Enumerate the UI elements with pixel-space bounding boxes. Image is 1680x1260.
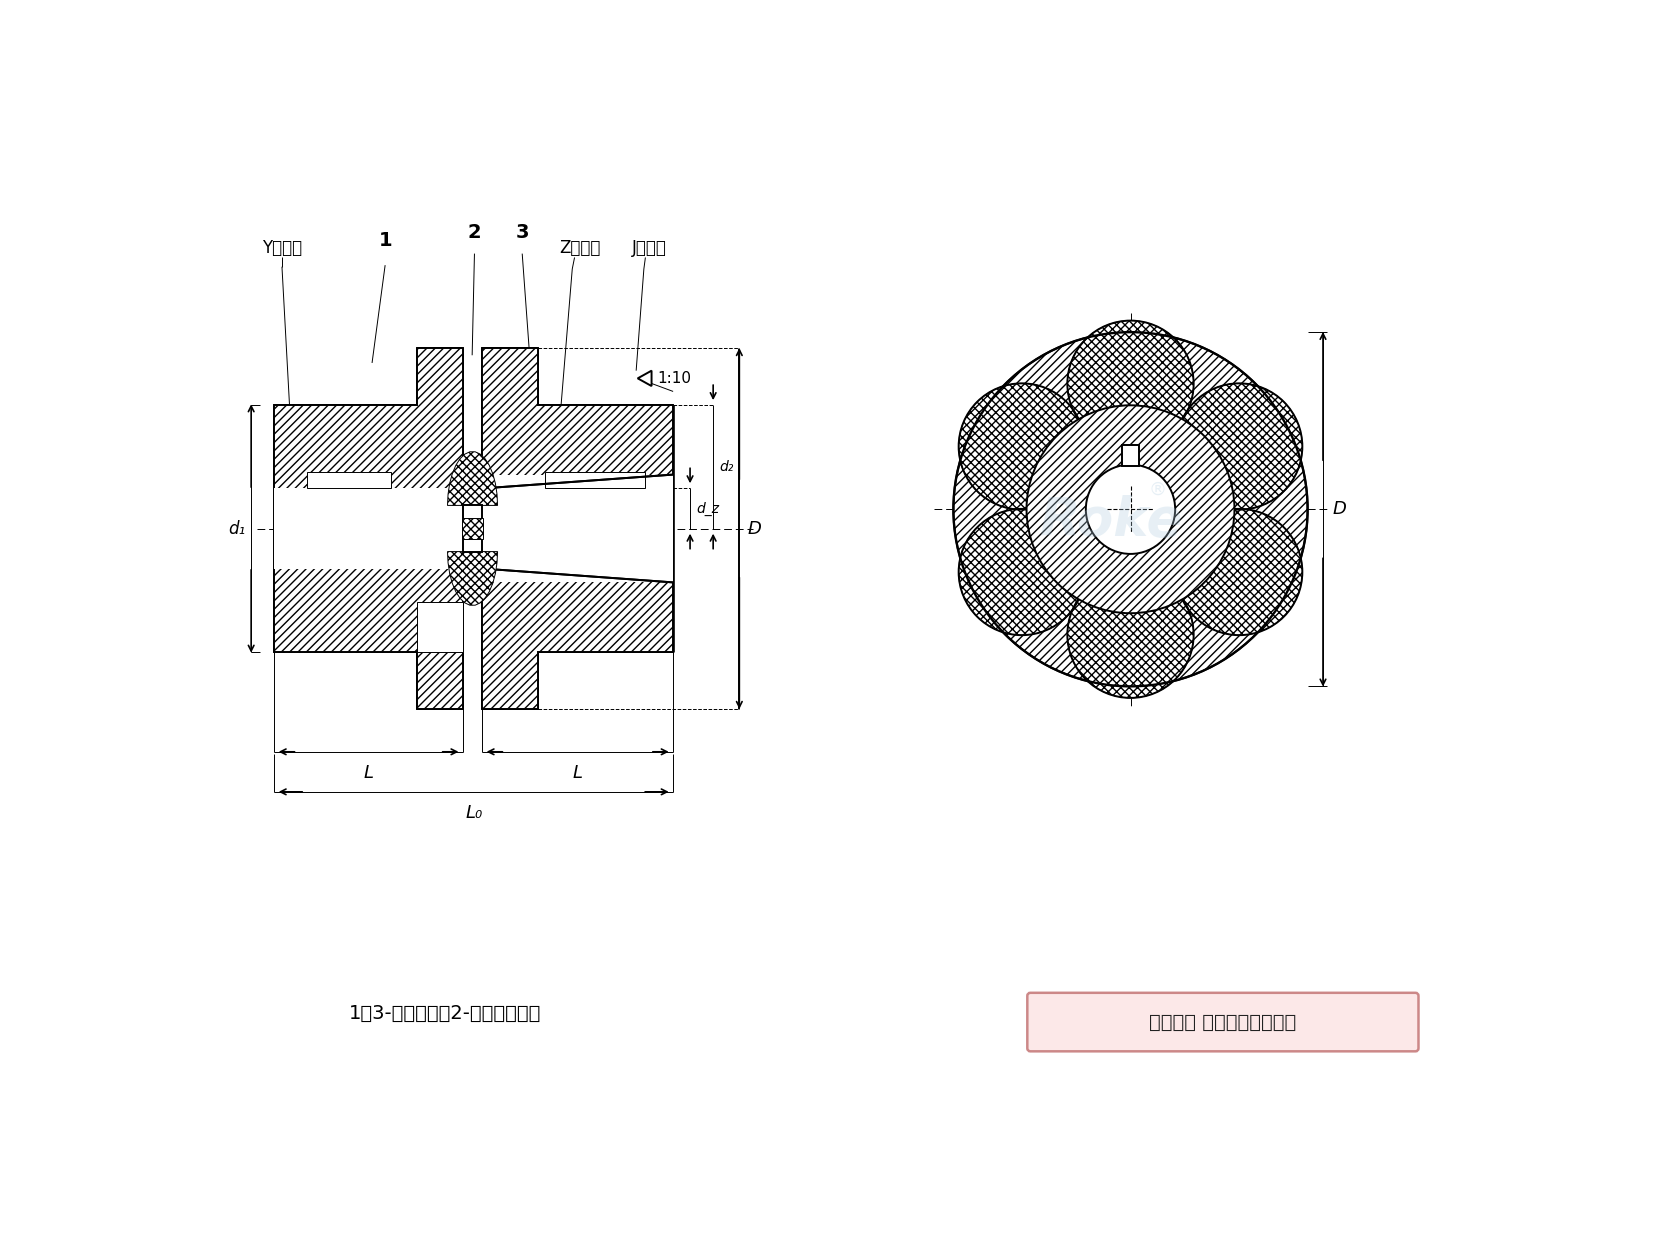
Polygon shape bbox=[546, 471, 645, 489]
Polygon shape bbox=[638, 370, 652, 386]
Text: Roke: Roke bbox=[306, 491, 600, 597]
Polygon shape bbox=[307, 471, 391, 489]
Circle shape bbox=[1085, 465, 1176, 554]
Text: 1:10: 1:10 bbox=[659, 370, 692, 386]
Text: L: L bbox=[363, 764, 373, 782]
Circle shape bbox=[1176, 509, 1302, 635]
Polygon shape bbox=[417, 602, 464, 651]
Text: Z型轴孔: Z型轴孔 bbox=[559, 239, 600, 257]
Polygon shape bbox=[447, 452, 497, 505]
Circle shape bbox=[1067, 320, 1194, 447]
Polygon shape bbox=[462, 518, 484, 539]
Polygon shape bbox=[482, 489, 674, 568]
Text: L: L bbox=[573, 764, 583, 782]
Text: D: D bbox=[748, 519, 761, 538]
Polygon shape bbox=[274, 348, 480, 709]
Text: J型轴孔: J型轴孔 bbox=[632, 239, 667, 257]
Polygon shape bbox=[464, 505, 482, 552]
Polygon shape bbox=[465, 348, 674, 709]
Text: L₀: L₀ bbox=[465, 804, 482, 823]
Text: D: D bbox=[1332, 500, 1346, 518]
Polygon shape bbox=[482, 475, 674, 582]
Text: ®: ® bbox=[1149, 481, 1166, 499]
Circle shape bbox=[959, 509, 1085, 635]
Circle shape bbox=[954, 333, 1307, 687]
Text: Roke: Roke bbox=[1040, 495, 1183, 547]
Bar bbox=[1122, 445, 1139, 466]
Polygon shape bbox=[447, 552, 497, 605]
Circle shape bbox=[1067, 572, 1194, 698]
Polygon shape bbox=[274, 489, 464, 568]
Text: 2: 2 bbox=[467, 223, 480, 242]
Text: d₂: d₂ bbox=[719, 460, 734, 474]
Text: 版权所有 侵权必被严厉追究: 版权所有 侵权必被严厉追究 bbox=[1149, 1013, 1297, 1032]
Circle shape bbox=[1176, 383, 1302, 509]
Text: 1: 1 bbox=[378, 231, 391, 249]
Text: Y型轴孔: Y型轴孔 bbox=[262, 239, 302, 257]
FancyBboxPatch shape bbox=[1028, 993, 1418, 1051]
Text: d₁: d₁ bbox=[228, 519, 245, 538]
Polygon shape bbox=[482, 489, 674, 568]
Text: 3: 3 bbox=[516, 223, 529, 242]
Text: d_z: d_z bbox=[696, 501, 719, 515]
Text: 1、3-半联轴器；2-梅花形弹性件: 1、3-半联轴器；2-梅花形弹性件 bbox=[349, 1004, 541, 1023]
Circle shape bbox=[959, 383, 1085, 509]
Circle shape bbox=[1026, 406, 1235, 614]
